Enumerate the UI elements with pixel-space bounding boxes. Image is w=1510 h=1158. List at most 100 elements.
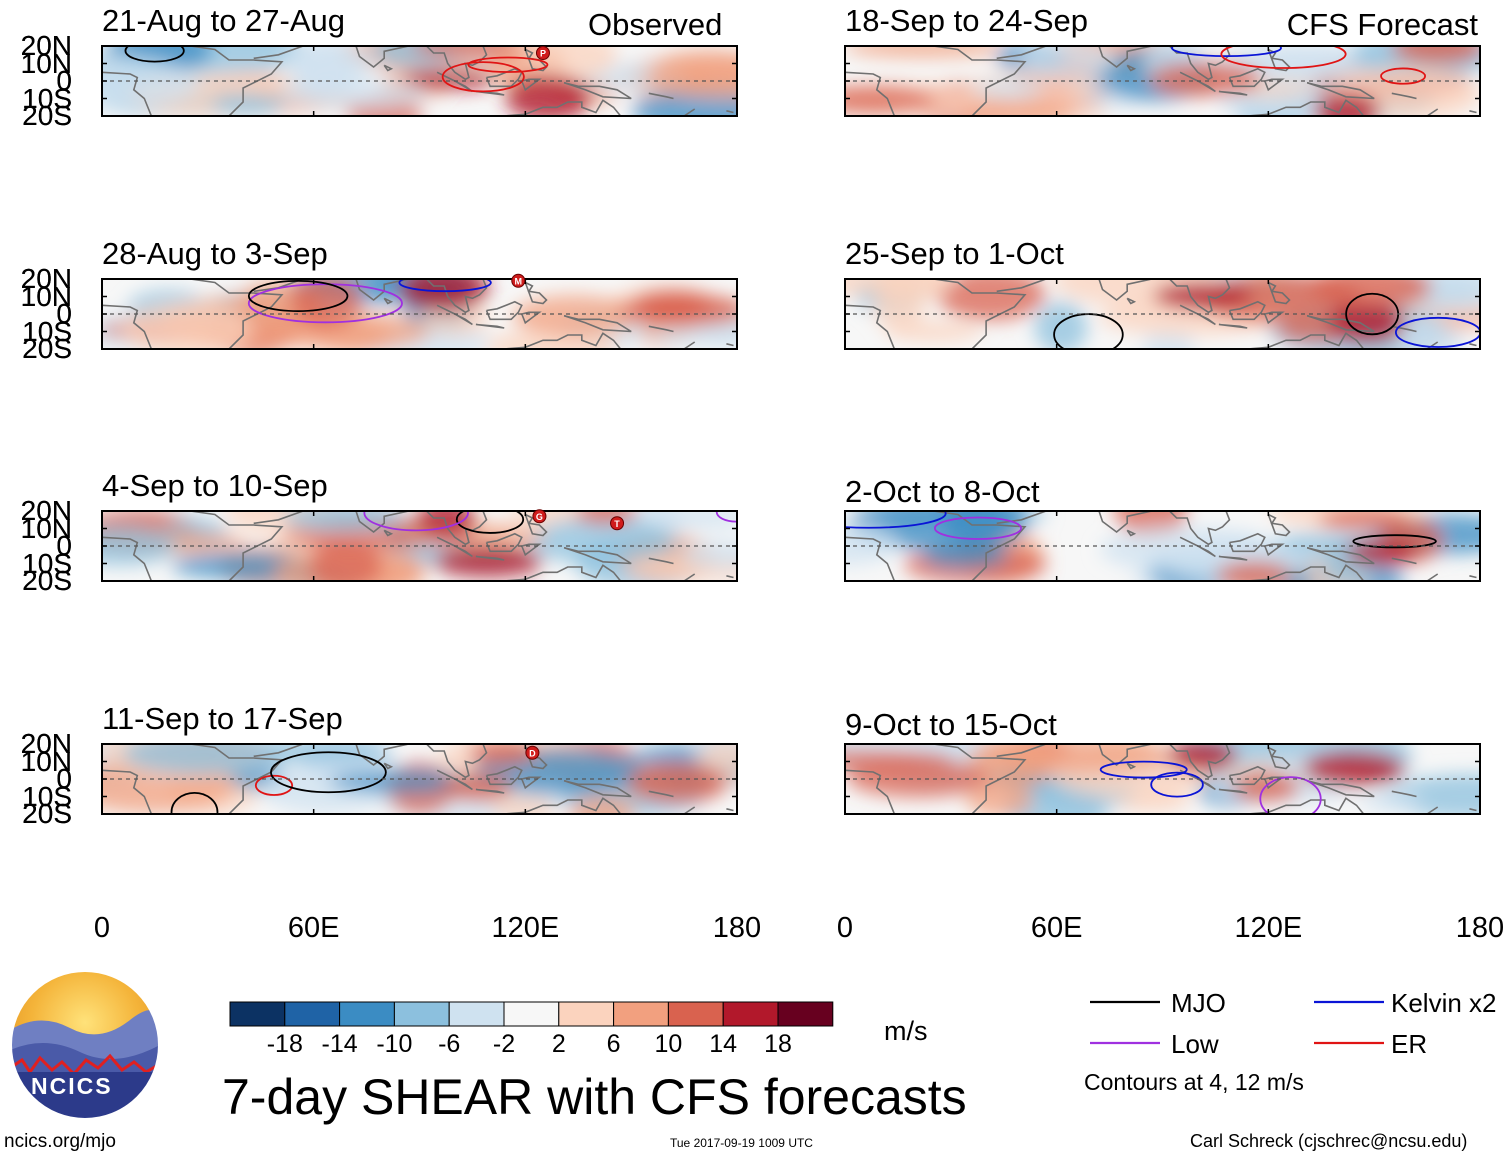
legend-label-mjo: MJO <box>1171 988 1226 1018</box>
y-tick-label: 10N <box>20 512 72 544</box>
colorbar-swatch <box>722 1001 779 1027</box>
colorbar-swatch <box>339 1001 395 1027</box>
colorbar-swatch <box>558 1001 615 1027</box>
y-tick-label: 20S <box>22 333 72 364</box>
y-tick-label: 20N <box>20 263 72 294</box>
panel-6 <box>844 278 1481 350</box>
y-tick-label: 20N <box>20 728 72 759</box>
x-tick-label: 120E <box>491 912 560 944</box>
colorbar-swatch <box>284 1001 341 1027</box>
panel-title: 9-Oct to 15-Oct <box>845 707 1057 742</box>
colorbar-swatch <box>393 1001 450 1027</box>
storm-letter: M <box>515 276 523 286</box>
storm-letter: P <box>540 49 546 59</box>
colorbar-tick: -14 <box>321 1030 358 1058</box>
panel-title: 4-Sep to 10-Sep <box>102 468 328 503</box>
y-tick-label: 10S <box>22 780 72 812</box>
x-tick-label: 120E <box>1234 912 1303 944</box>
y-tick-label: 10N <box>20 47 72 79</box>
x-tick-label: 60E <box>287 912 340 944</box>
colorbar-tick: 14 <box>709 1030 738 1058</box>
y-tick-label: 10S <box>22 315 72 347</box>
y-tick-label: 20N <box>20 30 72 61</box>
y-tick-label: 20N <box>20 495 72 526</box>
y-tick-label: 0 <box>56 298 72 329</box>
x-tick-label: 180 <box>712 912 762 944</box>
colorbar <box>229 1001 834 1027</box>
y-tick-label: 10N <box>20 512 72 544</box>
storm-letter: G <box>536 512 543 522</box>
legend-label-low: Low <box>1171 1029 1219 1059</box>
panel-title: 28-Aug to 3-Sep <box>102 236 328 271</box>
panel-title: 11-Sep to 17-Sep <box>102 701 343 736</box>
y-tick-label: 0 <box>56 530 72 561</box>
y-tick-label: 20S <box>22 100 72 131</box>
y-tick-label: 20S <box>22 565 72 596</box>
y-tick-label: 0 <box>56 763 72 794</box>
y-tick-label: 20S <box>22 798 72 829</box>
x-tick-label: 180 <box>1455 912 1505 944</box>
y-tick-label: 20S <box>22 565 72 596</box>
y-tick-label: 10S <box>22 547 72 579</box>
colorbar-tick: -18 <box>266 1030 303 1058</box>
colorbar-tick: 18 <box>764 1030 792 1058</box>
panel-4: D <box>101 743 738 815</box>
y-tick-label: 0 <box>56 65 72 96</box>
storm-marker: D <box>525 745 540 760</box>
colorbar-tick: 2 <box>551 1030 566 1058</box>
y-tick-label: 10S <box>22 315 72 347</box>
x-tick-label: 60E <box>1030 912 1083 944</box>
storm-marker: G <box>532 509 547 524</box>
panel-2: M <box>101 273 738 350</box>
y-tick-label: 20S <box>22 333 72 364</box>
y-tick-label: 0 <box>56 530 72 561</box>
timestamp: Tue 2017-09-19 1009 UTC <box>670 1136 813 1150</box>
colorbar-tick: -6 <box>438 1030 461 1058</box>
legend-note: Contours at 4, 12 m/s <box>1084 1069 1304 1095</box>
y-tick-label: 20N <box>20 728 72 759</box>
panel-1: P <box>101 45 738 117</box>
logo-text: NCICS <box>31 1073 113 1099</box>
site-link[interactable]: ncics.org/mjo <box>4 1131 116 1152</box>
y-tick-label: 10N <box>20 745 72 777</box>
panel-7 <box>844 510 1481 582</box>
y-tick-label: 10N <box>20 280 72 312</box>
y-tick-label: 10N <box>20 745 72 777</box>
y-tick-label: 20N <box>20 30 72 61</box>
panel-title: 21-Aug to 27-Aug <box>102 3 346 38</box>
y-tick-label: 10S <box>22 780 72 812</box>
y-tick-label: 10S <box>22 547 72 579</box>
storm-letter: D <box>529 748 536 758</box>
colorbar-swatch <box>448 1001 505 1027</box>
colorbar-tick: -10 <box>376 1030 413 1058</box>
colorbar-tick: 10 <box>654 1030 683 1058</box>
panel-title: 25-Sep to 1-Oct <box>845 236 1064 271</box>
y-tick-label: 0 <box>56 763 72 794</box>
ncics-logo <box>10 970 160 1120</box>
observed-label: Observed <box>588 7 723 42</box>
y-tick-label: 20S <box>22 100 72 131</box>
panel-8 <box>844 743 1481 815</box>
y-tick-label: 0 <box>56 65 72 96</box>
main-title: 7-day SHEAR with CFS forecasts <box>222 1069 967 1125</box>
legend-label-kelvin: Kelvin x2 <box>1391 988 1497 1018</box>
storm-marker: P <box>535 46 550 60</box>
storm-letter: T <box>614 519 620 529</box>
colorbar-swatch <box>229 1001 286 1027</box>
x-tick-label: 0 <box>836 912 854 944</box>
colorbar-tick: -2 <box>492 1030 516 1058</box>
y-tick-label: 10N <box>20 280 72 312</box>
y-tick-label: 20N <box>20 263 72 294</box>
x-tick-label: 0 <box>93 912 111 944</box>
colorbar-swatch <box>777 1001 834 1027</box>
forecast-label: CFS Forecast <box>1286 7 1478 42</box>
y-tick-label: 10S <box>22 82 72 114</box>
panel-title: 2-Oct to 8-Oct <box>845 474 1040 509</box>
colorbar-tick: 6 <box>606 1030 621 1058</box>
panel-3: GT <box>101 509 738 582</box>
panel-5 <box>844 45 1481 117</box>
y-tick-label: 20S <box>22 798 72 829</box>
panel-title: 18-Sep to 24-Sep <box>845 3 1089 38</box>
